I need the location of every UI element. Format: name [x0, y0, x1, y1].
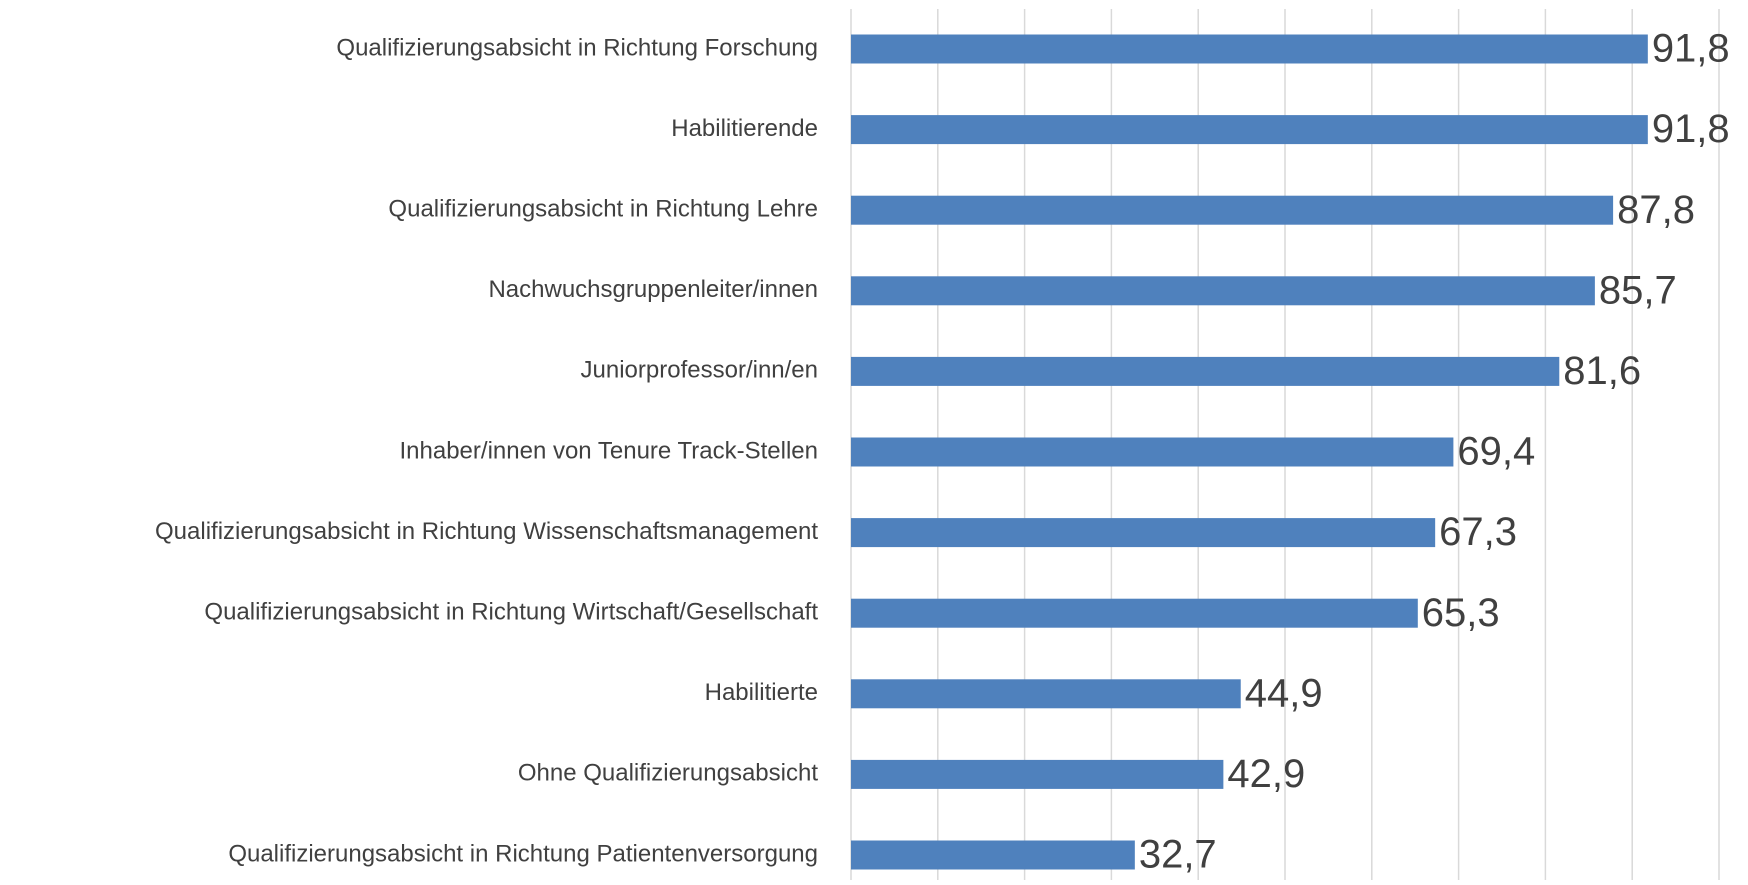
data-label: 65,3 — [1422, 591, 1500, 635]
category-label: Qualifizierungsabsicht in Richtung Forsc… — [336, 34, 818, 61]
bar — [851, 195, 1614, 225]
category-label: Qualifizierungsabsicht in Richtung Wirts… — [204, 599, 818, 626]
category-label: Habilitierende — [671, 115, 818, 142]
category-label: Juniorprofessor/inn/en — [581, 357, 818, 384]
category-label: Qualifizierungsabsicht in Richtung Wisse… — [155, 518, 818, 545]
bar — [851, 840, 1135, 870]
bar — [851, 437, 1454, 467]
data-label: 81,6 — [1563, 349, 1641, 393]
bar — [851, 34, 1648, 64]
category-label: Ohne Qualifizierungsabsicht — [518, 760, 818, 787]
category-label: Nachwuchsgruppenleiter/innen — [488, 276, 818, 303]
bar — [851, 518, 1436, 548]
data-label: 91,8 — [1652, 107, 1730, 151]
bar — [851, 276, 1595, 306]
category-label: Inhaber/innen von Tenure Track-Stellen — [400, 437, 819, 464]
bar — [851, 679, 1241, 709]
data-label: 32,7 — [1139, 833, 1217, 877]
data-label: 67,3 — [1439, 510, 1517, 554]
bar — [851, 115, 1648, 145]
data-label: 44,9 — [1245, 671, 1323, 715]
category-label: Habilitierte — [705, 679, 818, 706]
category-label: Qualifizierungsabsicht in Richtung Patie… — [228, 840, 818, 867]
data-label: 42,9 — [1227, 752, 1305, 796]
data-label: 91,8 — [1652, 27, 1730, 71]
data-label: 69,4 — [1457, 430, 1535, 474]
bar — [851, 759, 1224, 789]
data-label: 85,7 — [1599, 268, 1677, 312]
data-label: 87,8 — [1617, 188, 1695, 232]
category-label: Qualifizierungsabsicht in Richtung Lehre — [388, 196, 818, 223]
bar — [851, 598, 1418, 628]
bar — [851, 356, 1560, 386]
